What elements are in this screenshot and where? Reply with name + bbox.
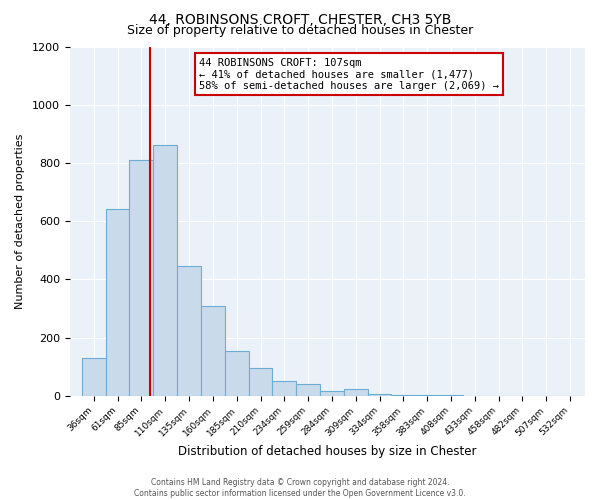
Bar [153,146,177,396]
Text: 44, ROBINSONS CROFT, CHESTER, CH3 5YB: 44, ROBINSONS CROFT, CHESTER, CH3 5YB [149,12,451,26]
Bar [177,266,201,396]
Bar [391,395,415,396]
Bar [201,306,225,396]
Bar [368,394,391,396]
Bar [344,390,368,396]
Text: Contains HM Land Registry data © Crown copyright and database right 2024.
Contai: Contains HM Land Registry data © Crown c… [134,478,466,498]
Bar [320,390,344,396]
Bar [296,384,320,396]
Text: 44 ROBINSONS CROFT: 107sqm
← 41% of detached houses are smaller (1,477)
58% of s: 44 ROBINSONS CROFT: 107sqm ← 41% of deta… [199,58,499,91]
Bar [225,350,249,396]
Bar [106,210,129,396]
Bar [82,358,106,396]
Text: Size of property relative to detached houses in Chester: Size of property relative to detached ho… [127,24,473,37]
Bar [272,380,296,396]
Bar [249,368,272,396]
Bar [129,160,153,396]
Y-axis label: Number of detached properties: Number of detached properties [15,134,25,309]
X-axis label: Distribution of detached houses by size in Chester: Distribution of detached houses by size … [178,444,476,458]
